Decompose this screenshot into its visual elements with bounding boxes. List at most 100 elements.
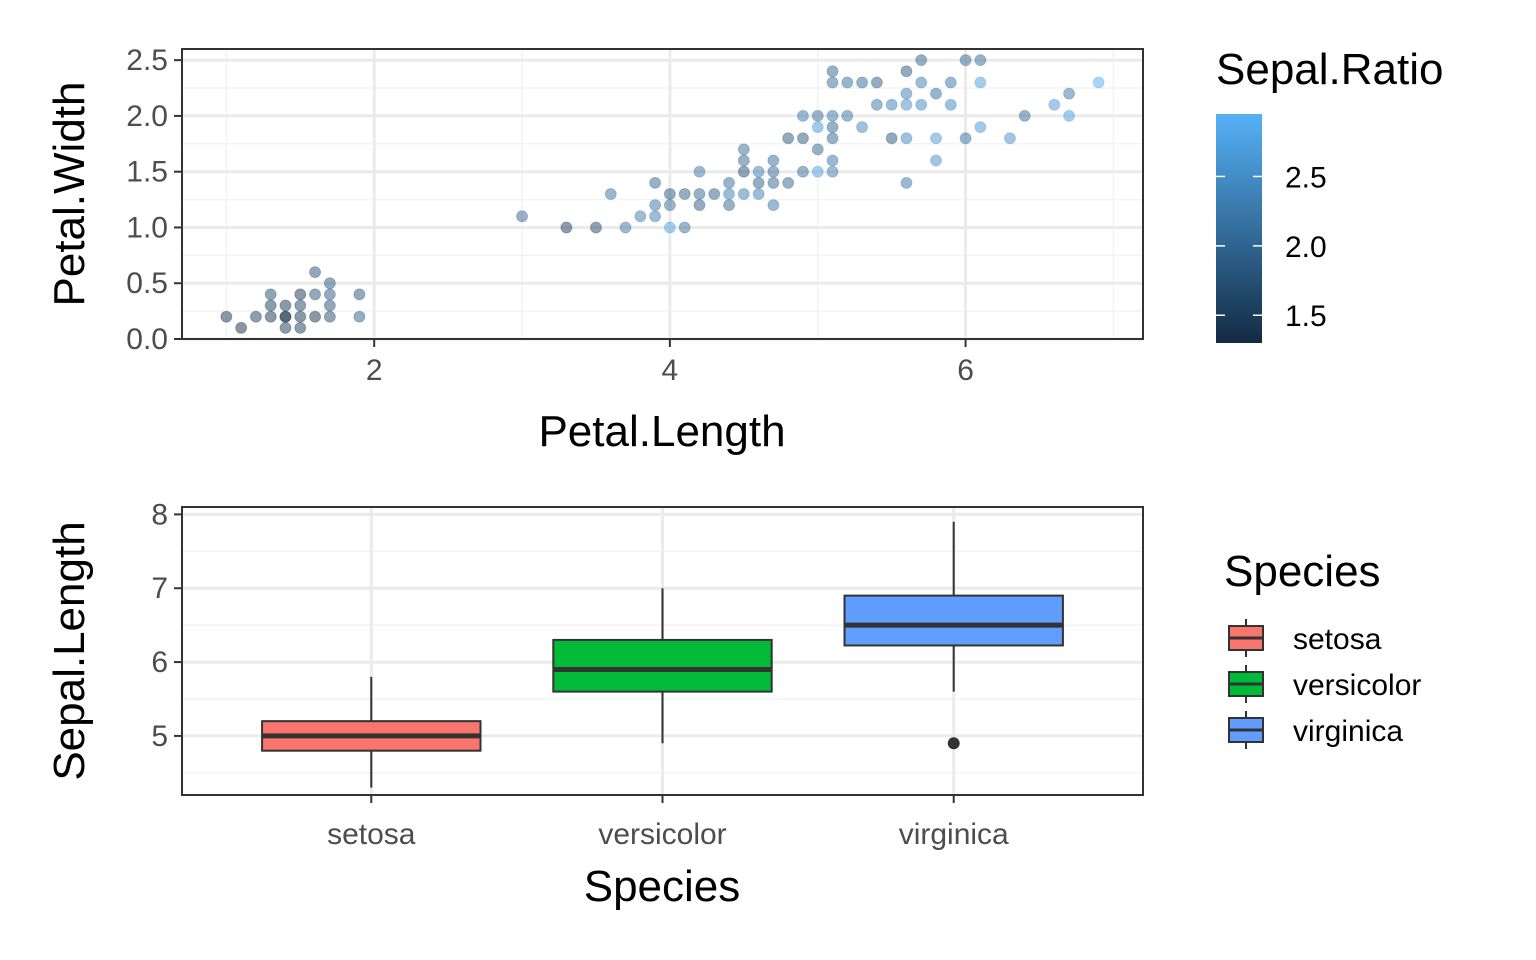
scatter-y-tick-label: 2.0 — [126, 100, 168, 133]
scatter-point — [841, 76, 854, 89]
scatter-x-axis-title: Petal.Length — [538, 407, 785, 456]
color-legend-tick-label: 1.5 — [1285, 300, 1327, 333]
scatter-point — [811, 121, 824, 134]
scatter-point — [737, 143, 750, 156]
scatter-point — [767, 165, 780, 178]
scatter-point — [930, 132, 943, 145]
scatter-point — [811, 109, 824, 122]
boxplot-y-axis-title: Sepal.Length — [45, 521, 94, 780]
scatter-point — [974, 76, 987, 89]
scatter-point — [796, 165, 809, 178]
scatter-x-tick-label: 6 — [957, 354, 974, 387]
boxplot-y-tick-label: 7 — [151, 572, 168, 605]
scatter-point — [264, 310, 277, 323]
scatter-point — [900, 132, 913, 145]
scatter-point — [279, 321, 292, 334]
scatter-point — [796, 132, 809, 145]
scatter-point — [974, 54, 987, 67]
scatter-point — [1018, 109, 1031, 122]
scatter-point — [811, 165, 824, 178]
scatter-point — [959, 54, 972, 67]
scatter-point — [323, 310, 336, 323]
scatter-point — [1063, 109, 1076, 122]
scatter-point — [826, 65, 839, 78]
scatter-point — [294, 299, 307, 312]
scatter-point — [353, 288, 366, 301]
scatter-point — [915, 98, 928, 111]
scatter-point — [723, 199, 736, 212]
scatter-x-tick-label: 4 — [662, 354, 679, 387]
boxplot-box-setosa — [261, 676, 482, 788]
scatter-point — [649, 210, 662, 223]
scatter-point — [900, 87, 913, 100]
scatter-point — [723, 188, 736, 200]
boxplot-boxes — [261, 521, 1064, 788]
scatter-point — [309, 310, 322, 323]
scatter-point — [235, 321, 248, 334]
scatter-point — [294, 310, 307, 323]
scatter-point — [663, 188, 676, 200]
species-legend-title: Species — [1224, 547, 1381, 596]
species-legend-keys: setosa versicolor virginica — [1228, 619, 1421, 749]
scatter-point — [1003, 132, 1016, 145]
boxplot-y-tick-label: 5 — [151, 720, 168, 753]
scatter-point — [1092, 76, 1105, 89]
scatter-point — [782, 176, 795, 189]
boxplot-box-virginica — [843, 521, 1064, 750]
scatter-point — [323, 277, 336, 290]
scatter-point — [604, 188, 617, 200]
scatter-point — [826, 121, 839, 134]
scatter-point — [811, 143, 824, 156]
scatter-chart: 2 4 6 0.0 0.5 1.0 1.5 2.0 2.5 Petal.Length Petal… — [45, 44, 1443, 456]
color-legend-title: Sepal.Ratio — [1216, 45, 1443, 94]
boxplot-iqr-box — [843, 594, 1064, 647]
scatter-point — [752, 188, 765, 200]
scatter-points — [220, 54, 1105, 334]
scatter-point — [885, 98, 898, 111]
scatter-point — [1063, 87, 1076, 100]
scatter-x-tick-label: 2 — [366, 354, 383, 387]
scatter-point — [678, 188, 691, 200]
color-legend-bar — [1216, 114, 1262, 343]
scatter-point — [693, 188, 706, 200]
boxplot-x-axis-title: Species — [584, 862, 741, 911]
scatter-point — [767, 199, 780, 212]
boxplot-iqr-box — [552, 638, 773, 693]
species-legend-key-versicolor — [1228, 665, 1264, 703]
scatter-point — [323, 288, 336, 301]
scatter-panel-border — [181, 48, 1144, 340]
scatter-point — [737, 154, 750, 167]
scatter-point — [663, 221, 676, 234]
scatter-point — [767, 154, 780, 167]
scatter-ticks: 2 4 6 0.0 0.5 1.0 1.5 2.0 2.5 — [126, 44, 974, 387]
color-legend-ticks: 1.5 2.0 2.5 — [1216, 161, 1327, 333]
scatter-y-tick-label: 1.0 — [126, 211, 168, 244]
scatter-y-axis-title: Petal.Width — [45, 82, 94, 307]
scatter-point — [619, 221, 632, 234]
species-legend: Species setosa versicolor virginica — [1224, 547, 1421, 749]
scatter-point — [974, 121, 987, 134]
scatter-point — [930, 87, 943, 100]
color-legend-tick-label: 2.0 — [1285, 231, 1327, 264]
scatter-point — [870, 98, 883, 111]
color-legend: Sepal.Ratio 1.5 2.0 2.5 — [1216, 45, 1443, 343]
scatter-point — [678, 221, 691, 234]
scatter-y-tick-label: 2.5 — [126, 44, 168, 77]
boxplot-y-tick-label: 6 — [151, 646, 168, 679]
boxplot-outlier-point — [947, 737, 960, 750]
scatter-point — [767, 176, 780, 189]
scatter-point — [826, 109, 839, 122]
species-legend-key-setosa — [1228, 619, 1264, 657]
scatter-point — [752, 165, 765, 178]
scatter-point — [915, 54, 928, 67]
scatter-point — [944, 76, 957, 89]
scatter-point — [323, 299, 336, 312]
boxplot-chart: 5 6 7 8 setosa versicolor virginica Species Se… — [45, 498, 1421, 911]
scatter-point — [309, 288, 322, 301]
scatter-point — [663, 199, 676, 212]
scatter-point — [649, 176, 662, 189]
scatter-point — [900, 176, 913, 189]
scatter-point — [737, 165, 750, 178]
scatter-point — [826, 154, 839, 167]
boxplot-x-tick-label: versicolor — [598, 818, 726, 851]
